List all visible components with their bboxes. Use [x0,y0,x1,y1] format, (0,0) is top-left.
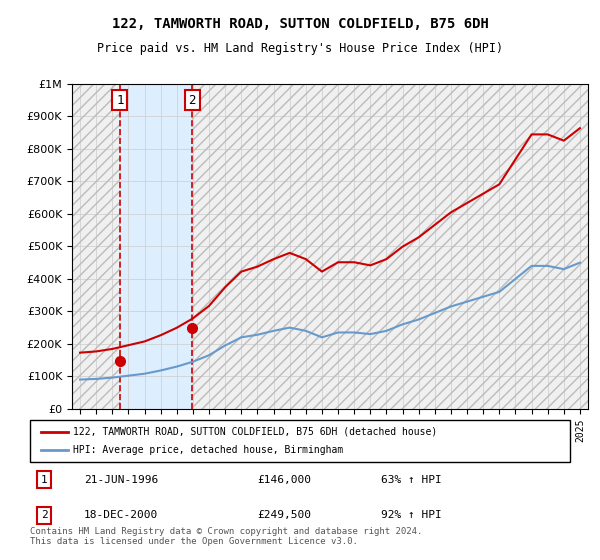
Text: £146,000: £146,000 [257,474,311,484]
Text: HPI: Average price, detached house, Birmingham: HPI: Average price, detached house, Birm… [73,445,343,455]
Text: 1: 1 [41,474,47,484]
Text: 122, TAMWORTH ROAD, SUTTON COLDFIELD, B75 6DH: 122, TAMWORTH ROAD, SUTTON COLDFIELD, B7… [112,17,488,31]
Text: 122, TAMWORTH ROAD, SUTTON COLDFIELD, B75 6DH (detached house): 122, TAMWORTH ROAD, SUTTON COLDFIELD, B7… [73,427,437,437]
Text: 1: 1 [116,94,124,107]
Bar [192,84,588,409]
Bar [192,84,588,409]
Text: Price paid vs. HM Land Registry's House Price Index (HPI): Price paid vs. HM Land Registry's House … [97,42,503,55]
Bar [72,84,120,409]
Text: 92% ↑ HPI: 92% ↑ HPI [381,510,442,520]
Text: 63% ↑ HPI: 63% ↑ HPI [381,474,442,484]
Text: 2: 2 [41,510,47,520]
Bar [72,84,120,409]
Text: 21-JUN-1996: 21-JUN-1996 [84,474,158,484]
Text: 2: 2 [188,94,196,107]
Text: Contains HM Land Registry data © Crown copyright and database right 2024.
This d: Contains HM Land Registry data © Crown c… [30,526,422,546]
FancyBboxPatch shape [30,420,570,462]
Bar [120,84,192,409]
Text: 18-DEC-2000: 18-DEC-2000 [84,510,158,520]
Text: £249,500: £249,500 [257,510,311,520]
